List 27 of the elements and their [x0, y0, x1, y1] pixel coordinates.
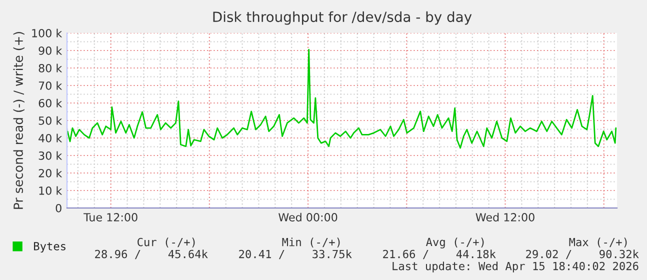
text: Cur (-/+): [138, 238, 195, 248]
x-tick-label: Wed 00:00: [278, 212, 338, 222]
text: 29.02 / 90.32k: [526, 250, 639, 260]
text: Avg (-/+): [426, 238, 484, 248]
chart-title: Disk throughput for /dev/sda - by day: [213, 11, 472, 25]
text: Max (-/+): [569, 238, 627, 248]
y-tick-label: 80 k: [38, 64, 62, 72]
text: 21.66 / 44.18k: [383, 250, 496, 260]
y-tick-label: 40 k: [38, 134, 62, 142]
y-tick-label: 30 k: [38, 151, 62, 160]
text: 20.41 / 33.75k: [239, 250, 352, 260]
y-tick-label: 70 k: [38, 81, 62, 90]
x-tick-label: Wed 12:00: [476, 212, 534, 222]
y-tick-label: 10 k: [39, 186, 62, 195]
y-tick-label: 20 k: [38, 168, 62, 178]
y-tick-label: 0: [56, 204, 62, 212]
text: Last update: Wed Apr 15 18:40:02 2026: [392, 262, 638, 272]
y-tick-label: 90 k: [38, 46, 62, 55]
y-axis-title: Pr second read (-) / write (+): [13, 32, 24, 209]
text: Min (-/+): [282, 238, 340, 248]
y-tick-label: 50 k: [38, 116, 62, 125]
x-tick-label: Tue 12:00: [84, 213, 138, 222]
y-tick-label: 60 k: [38, 98, 62, 108]
legend-label: Bytes: [34, 242, 66, 253]
y-tick-label: 100 k: [32, 28, 62, 38]
text: 28.96 / 45.64k: [95, 250, 208, 260]
line-series: [67, 48, 617, 149]
